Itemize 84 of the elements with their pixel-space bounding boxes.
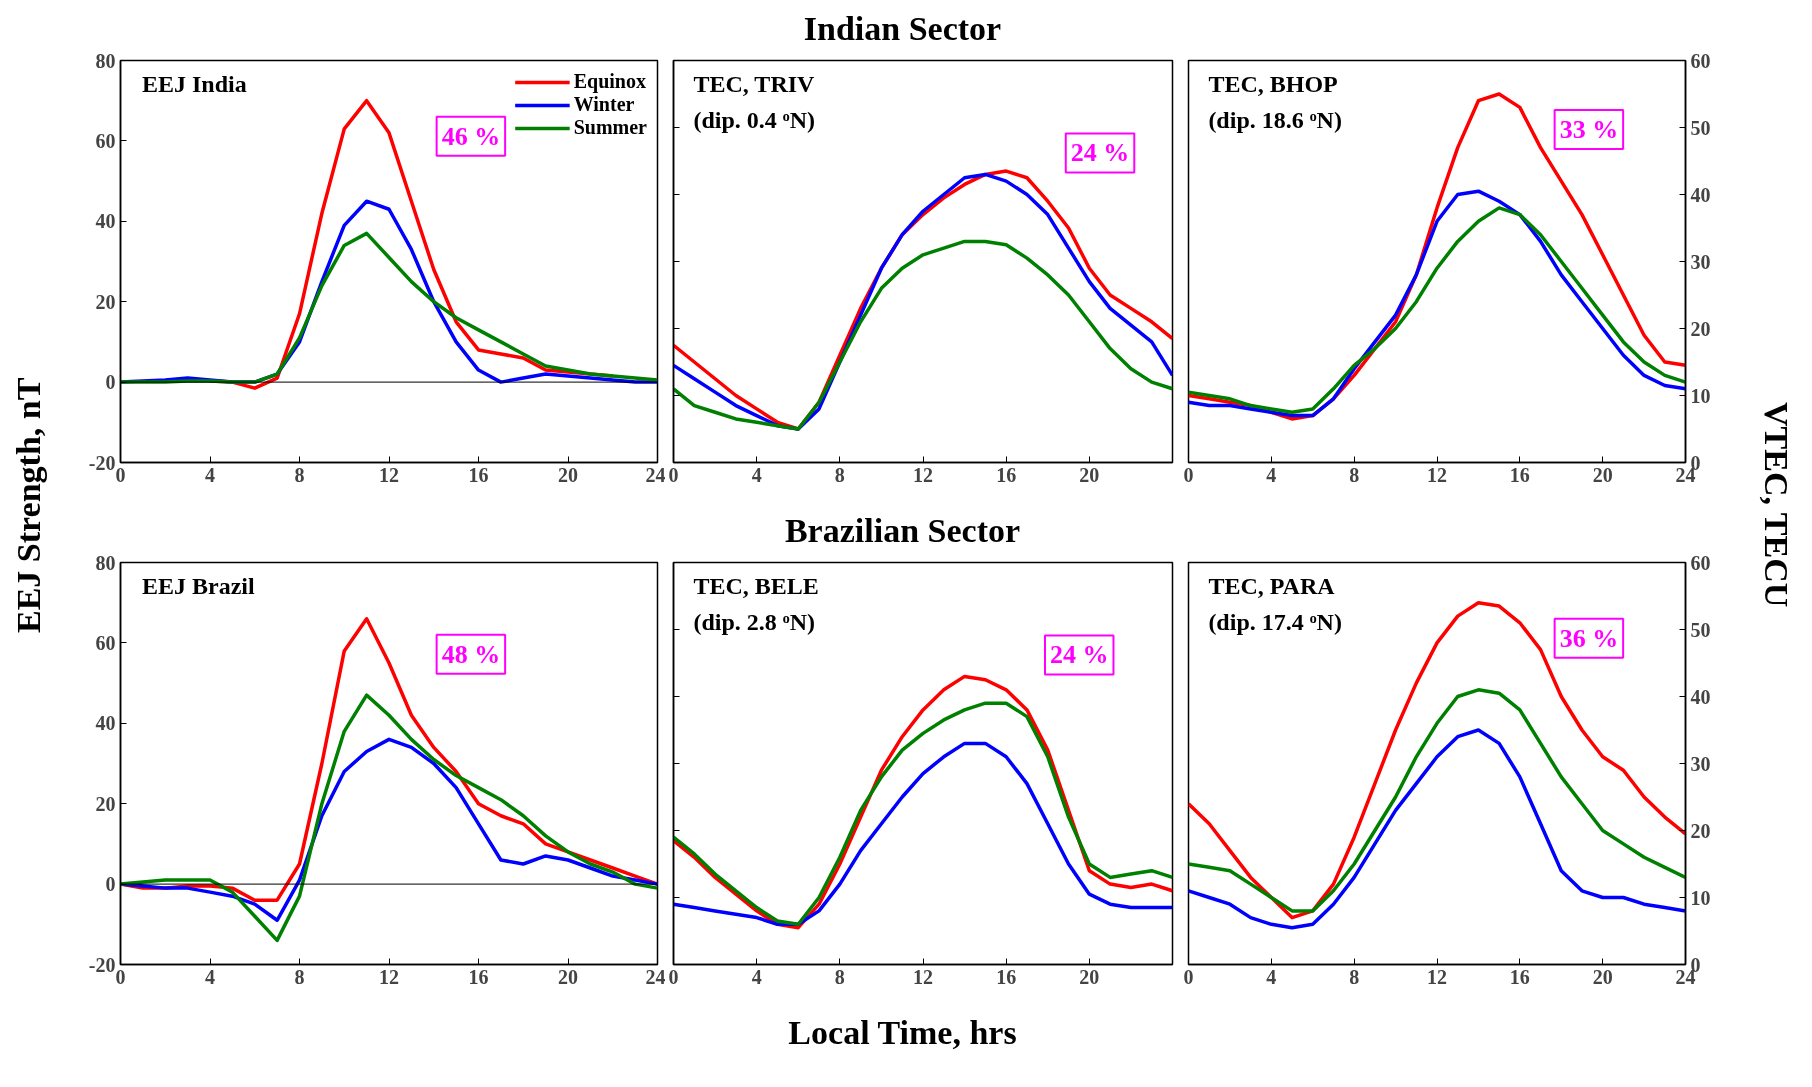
x-tick-label: 16 xyxy=(1509,463,1530,486)
x-tick-label: 0 xyxy=(668,463,679,486)
x-tick-label: 8 xyxy=(1349,965,1360,988)
chart-title: Brazilian Sector xyxy=(784,511,1021,551)
y-tick-label: 30 xyxy=(1690,250,1711,273)
x-tick-label: 20 xyxy=(1079,463,1100,486)
x-tick-label: 12 xyxy=(913,463,933,486)
y-tick-label: 30 xyxy=(1690,752,1711,775)
x-tick-label: 8 xyxy=(294,463,305,486)
x-tick-label: 0 xyxy=(1183,463,1194,486)
y-tick-label: 0 xyxy=(105,371,116,394)
x-tick-label: 20 xyxy=(1079,965,1100,988)
y-tick-label: 50 xyxy=(1690,116,1711,139)
chart-title: Indian Sector xyxy=(803,9,1002,49)
annotation: TEC, BELE xyxy=(693,572,819,599)
annotation: EEJ Brazil xyxy=(141,572,255,599)
x-tick-label: 16 xyxy=(996,965,1017,988)
x-tick-label: 12 xyxy=(1427,463,1447,486)
legend-label: Summer xyxy=(573,116,647,139)
annotation: (dip. 2.8 ᵒN) xyxy=(693,608,816,635)
y-tick-label: 60 xyxy=(1690,49,1711,72)
x-tick-label: 20 xyxy=(1592,463,1613,486)
x-tick-label: 8 xyxy=(294,965,305,988)
annotation: EEJ India xyxy=(141,70,247,97)
y-tick-label: 0 xyxy=(105,873,116,896)
x-tick-label: 12 xyxy=(1427,965,1447,988)
x-tick-label: 4 xyxy=(1266,463,1277,486)
x-tick-label: 0 xyxy=(1183,965,1194,988)
annotation: 48 % xyxy=(441,639,501,669)
y-axis-title: EEJ Strength, nT xyxy=(9,377,48,633)
annotation: (dip. 0.4 ᵒN) xyxy=(693,106,816,133)
x-tick-label: 12 xyxy=(379,463,399,486)
y-tick-label: 40 xyxy=(95,712,116,735)
x-tick-label: 0 xyxy=(668,965,679,988)
legend-label: Winter xyxy=(573,93,635,116)
x-tick-label: 20 xyxy=(558,965,578,988)
x-tick-label: 20 xyxy=(1592,965,1613,988)
x-tick-label: 4 xyxy=(751,463,762,486)
x-tick-label: 8 xyxy=(1349,463,1360,486)
x-tick-label: 4 xyxy=(205,463,215,486)
x-tick-label: 24 xyxy=(645,463,666,486)
y-tick-label: 60 xyxy=(95,631,116,654)
x-tick-label: 16 xyxy=(1509,965,1530,988)
annotation: (dip. 17.4 ᵒN) xyxy=(1208,608,1342,635)
annotation: 46 % xyxy=(441,121,501,151)
y-tick-label: -20 xyxy=(88,953,116,976)
annotation: 36 % xyxy=(1559,623,1619,653)
y-tick-label: 40 xyxy=(1690,183,1711,206)
annotation: (dip. 18.6 ᵒN) xyxy=(1208,106,1342,133)
y-tick-label: 40 xyxy=(95,210,116,233)
y-tick-label: 80 xyxy=(95,551,116,574)
x-tick-label: 12 xyxy=(913,965,933,988)
y-axis-title: VTEC, TECU xyxy=(1757,402,1796,608)
y-tick-label: 60 xyxy=(95,129,116,152)
x-tick-label: 8 xyxy=(834,965,845,988)
legend-label: Equinox xyxy=(573,70,646,93)
y-tick-label: 80 xyxy=(95,49,116,72)
y-tick-label: 20 xyxy=(1690,317,1711,340)
x-tick-label: 20 xyxy=(558,463,578,486)
x-tick-label: 8 xyxy=(834,463,845,486)
annotation: TEC, TRIV xyxy=(693,70,816,97)
y-tick-label: 60 xyxy=(1690,551,1711,574)
y-tick-label: 10 xyxy=(1690,886,1711,909)
y-tick-label: 20 xyxy=(1690,819,1711,842)
y-tick-label: 50 xyxy=(1690,618,1711,641)
y-tick-label: 40 xyxy=(1690,685,1711,708)
x-tick-label: 24 xyxy=(645,965,666,988)
x-tick-label: 16 xyxy=(468,965,489,988)
annotation: 24 % xyxy=(1070,138,1130,168)
annotation: 33 % xyxy=(1559,115,1619,144)
y-tick-label: -20 xyxy=(88,451,116,474)
y-tick-label: 10 xyxy=(1690,384,1711,407)
annotation: 24 % xyxy=(1049,640,1109,670)
annotation: TEC, BHOP xyxy=(1208,70,1338,97)
x-axis-title: Local Time, hrs xyxy=(788,1013,1017,1053)
annotation: TEC, PARA xyxy=(1208,572,1336,599)
x-tick-label: 12 xyxy=(379,965,399,988)
y-tick-label: 20 xyxy=(95,290,116,313)
x-tick-label: 4 xyxy=(1266,965,1277,988)
x-tick-label: 4 xyxy=(205,965,215,988)
x-tick-label: 16 xyxy=(468,463,489,486)
x-tick-label: 16 xyxy=(996,463,1017,486)
y-tick-label: 20 xyxy=(95,792,116,815)
x-tick-label: 4 xyxy=(751,965,762,988)
